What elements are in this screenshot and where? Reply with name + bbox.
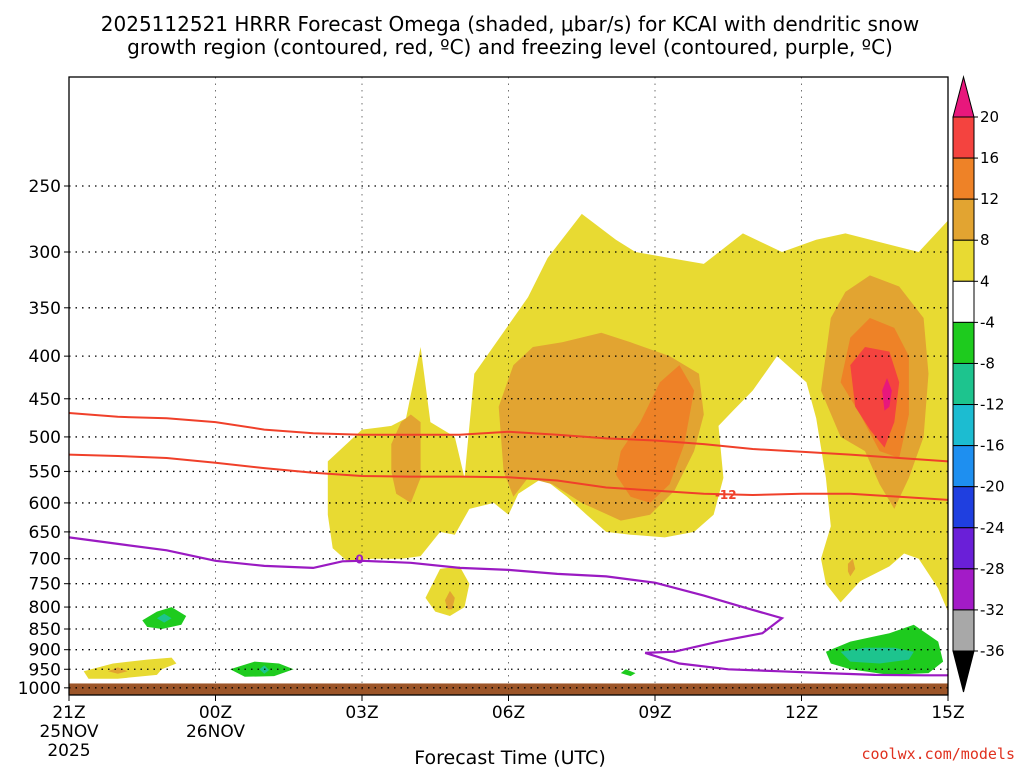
x-tick-label: 12Z xyxy=(785,703,818,723)
credit-text: coolwx.com/models xyxy=(861,745,1015,763)
chart-title-line1: 2025112521 HRRR Forecast Omega (shaded, … xyxy=(101,12,919,36)
omega-region-mid-cell-0430 xyxy=(391,414,421,503)
colorbar-label: -36 xyxy=(980,642,1005,660)
colorbar-arrow-bottom xyxy=(952,650,975,693)
colorbar-label: -4 xyxy=(980,313,995,331)
colorbar-label: -24 xyxy=(980,519,1005,537)
colorbar-label: 20 xyxy=(980,108,999,126)
omega-region-near-ground-21z xyxy=(83,657,177,679)
contour-lines: -120 xyxy=(69,412,948,677)
colorbar-label: -12 xyxy=(980,396,1005,414)
colorbar-label: 8 xyxy=(980,231,990,249)
y-tick-label: 750 xyxy=(29,575,61,595)
omega-region-east-rising-max xyxy=(850,347,900,448)
y-tick-label: 850 xyxy=(29,620,61,640)
y-tick-label: 950 xyxy=(29,660,61,680)
x-tick-label: 15Z xyxy=(931,703,964,723)
omega-region-upper-rising-core xyxy=(615,365,695,503)
omega-region-sink-left-low xyxy=(127,531,245,634)
y-tick-label: 400 xyxy=(29,347,61,367)
colorbar-arrow-top xyxy=(952,75,975,118)
colorbar-label: -32 xyxy=(980,601,1005,619)
colorbar-bin xyxy=(952,239,975,282)
colorbar-label: -8 xyxy=(980,354,995,372)
x-axis-label: Forecast Time (UTC) xyxy=(414,747,605,768)
omega-region-sink-thin-10z xyxy=(752,454,763,503)
y-tick-label: 250 xyxy=(29,177,61,197)
omega-region-sink-east-low-core xyxy=(840,647,914,664)
omega-region-sink-upper-22z xyxy=(152,269,189,399)
y-tick-label: 600 xyxy=(29,494,61,514)
colorbar-label: 16 xyxy=(980,149,999,167)
colorbar-label: 12 xyxy=(980,190,999,208)
colorbar-bin xyxy=(952,116,975,159)
colorbar-label: 4 xyxy=(980,272,990,290)
chart-title-line2: growth region (contoured, red, ºC) and f… xyxy=(127,35,893,59)
x-tick-label: 09Z xyxy=(638,703,671,723)
y-tick-label: 550 xyxy=(29,462,61,482)
colorbar-bin xyxy=(952,404,975,447)
colorbar-label: -20 xyxy=(980,478,1005,496)
colorbar-bin xyxy=(952,568,975,611)
omega-region-sink-0430-low xyxy=(410,647,485,679)
y-tick-label: 1000 xyxy=(18,679,61,699)
x-tick-label: 06Z xyxy=(492,703,525,723)
colorbar-bin xyxy=(952,527,975,570)
y-tick-label: 350 xyxy=(29,299,61,319)
omega-region-sink-thin-0430 xyxy=(459,360,465,407)
y-tick-label: 450 xyxy=(29,390,61,410)
x-tick-label: 03Z xyxy=(345,703,378,723)
omega-region-sink-09z-core xyxy=(620,669,636,677)
omega-region-low-cell-0500-core xyxy=(445,590,455,610)
y-tick-label: 500 xyxy=(29,428,61,448)
colorbar-bin xyxy=(952,486,975,529)
y-axis-ticks: 2503003504004505005506006507007508008509… xyxy=(18,177,69,699)
omega-region-east-rising-peak xyxy=(882,378,892,411)
x-tick-label: 00Z xyxy=(199,703,232,723)
x-tick-label: 21Z xyxy=(52,703,85,723)
y-tick-label: 800 xyxy=(29,598,61,618)
omega-region-east-small-cell xyxy=(847,558,856,577)
dgz-contour-1 xyxy=(69,453,948,501)
colorbar-bin xyxy=(952,198,975,241)
y-tick-label: 650 xyxy=(29,523,61,543)
x-tick-sublabel: 26NOV xyxy=(186,722,245,742)
omega-region-near-ground-21z-core xyxy=(108,667,128,674)
colorbar-bin xyxy=(952,157,975,200)
y-tick-label: 900 xyxy=(29,641,61,661)
colorbar-bin xyxy=(952,609,975,652)
omega-shading xyxy=(83,213,948,683)
freezing-level-contour xyxy=(69,536,948,677)
dgz-contour-0 xyxy=(69,412,948,463)
omega-region-low-cell-0500 xyxy=(425,566,470,616)
y-tick-label: 700 xyxy=(29,550,61,570)
colorbar-label: -28 xyxy=(980,560,1005,578)
colorbar-bin xyxy=(952,445,975,488)
x-tick-sublabel: 25NOV xyxy=(39,722,98,742)
x-tick-year: 2025 xyxy=(47,741,90,761)
colorbar-bin xyxy=(952,362,975,406)
colorbar-label: -16 xyxy=(980,437,1005,455)
y-tick-label: 300 xyxy=(29,243,61,263)
omega-region-sink-left-low-core xyxy=(156,613,172,623)
colorbar-bin xyxy=(952,321,975,364)
colorbar-bin xyxy=(952,280,975,323)
colorbar: 20 16 12 8 4 -4 -8 -12 -16 -20 -24 -28 -32 -36 xyxy=(952,75,1005,693)
freezing-level-label: 0 xyxy=(355,553,363,567)
